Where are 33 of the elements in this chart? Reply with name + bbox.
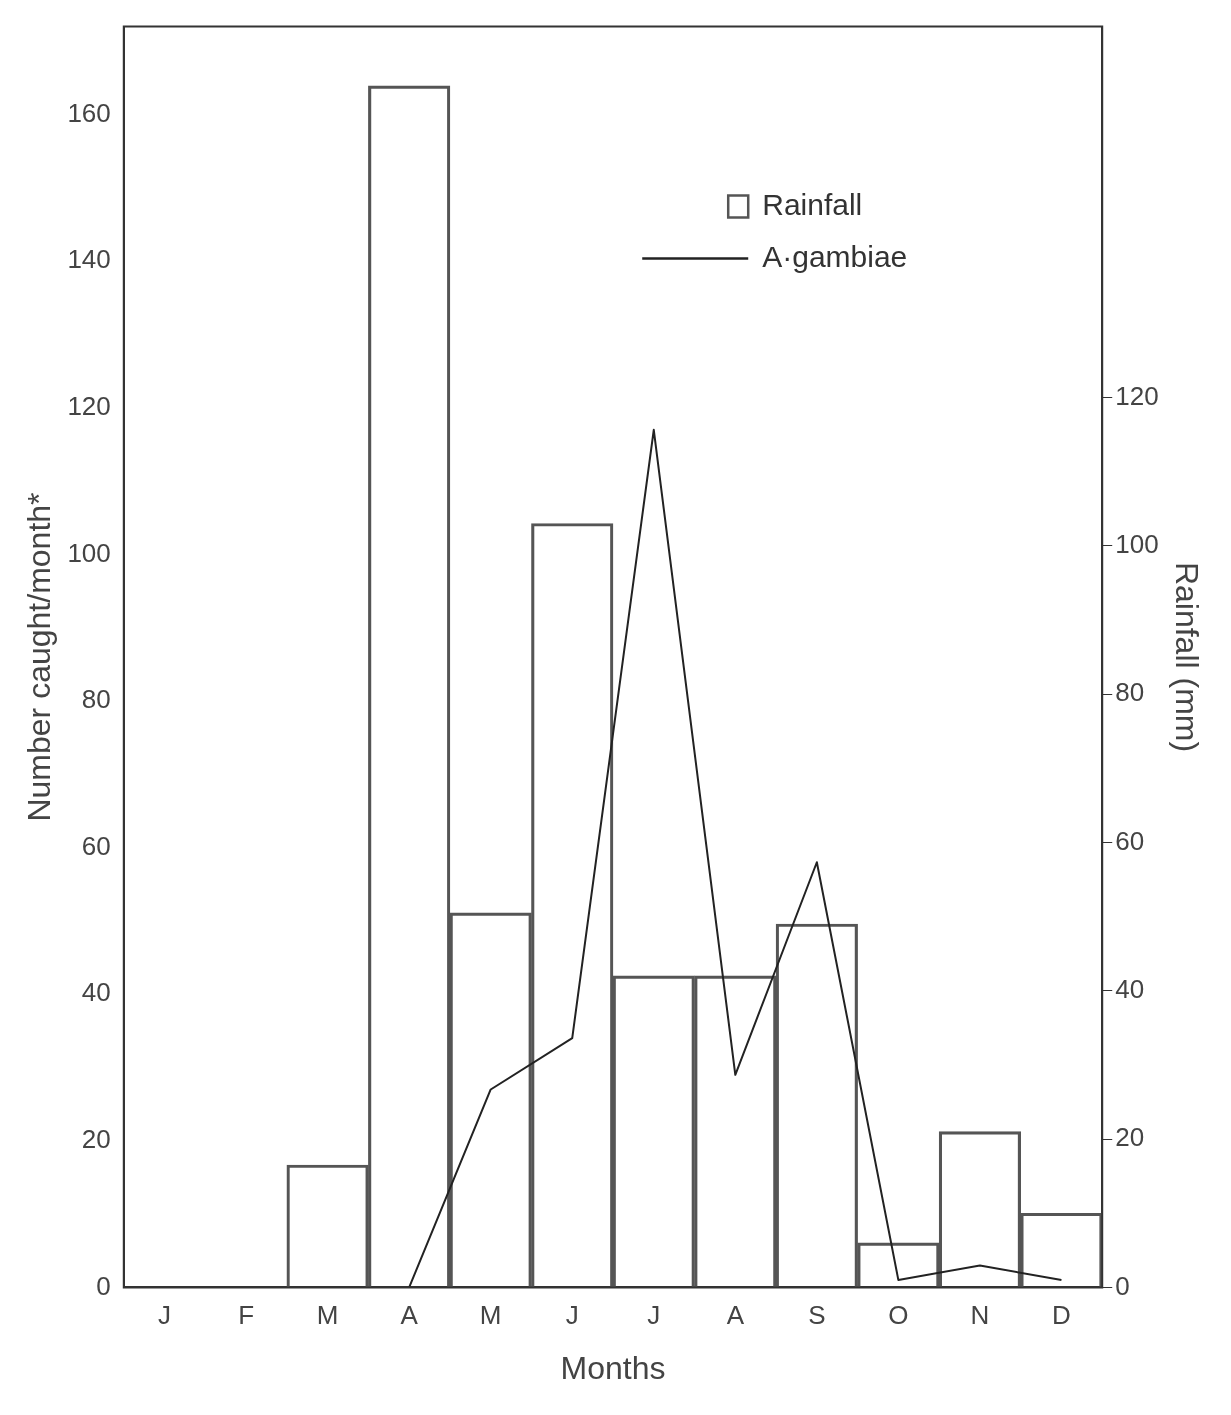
x-tick-label: M: [316, 1300, 339, 1331]
y-tick-label: 20: [81, 1123, 111, 1154]
x-tick-label: O: [888, 1300, 909, 1331]
x-tick-label: M: [479, 1300, 502, 1331]
y2-tick-label: 60: [1115, 825, 1145, 856]
x-tick-label: S: [808, 1300, 826, 1331]
y2-tick-label: 40: [1115, 973, 1145, 1004]
y-tick-label: 140: [67, 244, 111, 275]
x-tick-label: A: [726, 1300, 745, 1331]
x-tick-label: J: [647, 1300, 661, 1331]
y2-tick-label: 0: [1115, 1270, 1130, 1301]
x-tick-label: J: [565, 1300, 579, 1331]
x-tick-label: F: [238, 1300, 255, 1331]
x-axis-title: Months: [560, 1349, 666, 1386]
y-tick-label: 80: [81, 684, 111, 715]
y-tick-label: 120: [67, 390, 111, 421]
y-tick-label: 100: [67, 537, 111, 568]
y2-tick-label: 120: [1115, 380, 1159, 411]
x-tick-label: N: [970, 1300, 990, 1331]
y-axis-title: Number caught/month*: [21, 492, 58, 822]
legend-label: A·gambiae: [762, 239, 908, 273]
y2-tick-label: 20: [1115, 1122, 1145, 1153]
y2-tick-label: 80: [1115, 677, 1145, 708]
x-tick-label: A: [400, 1300, 419, 1331]
y-tick-label: 60: [81, 830, 111, 861]
legend-label: Rainfall: [762, 187, 863, 221]
x-tick-label: D: [1052, 1300, 1071, 1331]
y-tick-label: 0: [96, 1270, 111, 1301]
x-tick-label: J: [158, 1300, 172, 1331]
y-tick-label: 160: [67, 97, 111, 128]
y2-tick-label: 100: [1115, 528, 1159, 559]
y-tick-label: 40: [81, 977, 111, 1008]
y2-axis-title: Rainfall (mm): [1168, 561, 1205, 753]
